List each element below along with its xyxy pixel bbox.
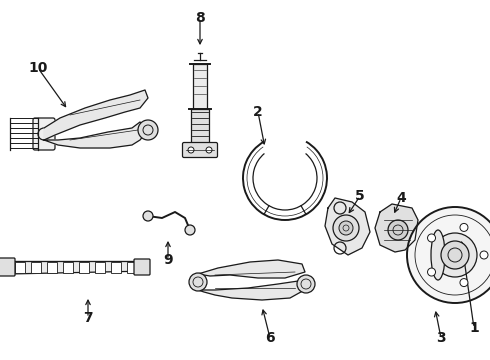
Circle shape <box>460 224 468 231</box>
FancyBboxPatch shape <box>111 262 121 273</box>
Text: 3: 3 <box>436 331 446 345</box>
Circle shape <box>407 207 490 303</box>
FancyBboxPatch shape <box>0 258 15 276</box>
FancyBboxPatch shape <box>191 109 209 144</box>
FancyBboxPatch shape <box>47 262 57 273</box>
Polygon shape <box>44 90 148 140</box>
Text: 10: 10 <box>28 61 48 75</box>
Circle shape <box>441 241 469 269</box>
Polygon shape <box>375 204 418 252</box>
Text: 7: 7 <box>83 311 93 325</box>
Text: 8: 8 <box>195 11 205 25</box>
Polygon shape <box>44 122 148 148</box>
Circle shape <box>428 234 436 242</box>
FancyBboxPatch shape <box>95 262 105 273</box>
Polygon shape <box>325 198 370 255</box>
Circle shape <box>339 221 353 235</box>
Polygon shape <box>8 261 148 274</box>
Text: 5: 5 <box>355 189 365 203</box>
FancyBboxPatch shape <box>134 259 150 275</box>
Circle shape <box>138 120 158 140</box>
FancyBboxPatch shape <box>33 118 55 150</box>
Circle shape <box>333 215 359 241</box>
Text: 2: 2 <box>253 105 263 119</box>
FancyBboxPatch shape <box>31 262 41 273</box>
Text: 6: 6 <box>265 331 275 345</box>
FancyBboxPatch shape <box>79 262 89 273</box>
FancyBboxPatch shape <box>63 262 73 273</box>
Polygon shape <box>198 280 308 300</box>
Text: 4: 4 <box>396 191 406 205</box>
Circle shape <box>143 211 153 221</box>
Text: 9: 9 <box>163 253 173 267</box>
Ellipse shape <box>431 230 445 280</box>
Circle shape <box>297 275 315 293</box>
Circle shape <box>185 225 195 235</box>
Circle shape <box>433 233 477 277</box>
Text: 1: 1 <box>469 321 479 335</box>
FancyBboxPatch shape <box>127 262 137 273</box>
Circle shape <box>480 251 488 259</box>
Polygon shape <box>198 260 305 278</box>
FancyBboxPatch shape <box>182 143 218 158</box>
Circle shape <box>188 147 194 153</box>
FancyBboxPatch shape <box>15 262 25 273</box>
Circle shape <box>460 279 468 287</box>
Circle shape <box>189 273 207 291</box>
Circle shape <box>388 220 408 240</box>
Circle shape <box>206 147 212 153</box>
FancyBboxPatch shape <box>193 64 207 109</box>
Circle shape <box>428 268 436 276</box>
